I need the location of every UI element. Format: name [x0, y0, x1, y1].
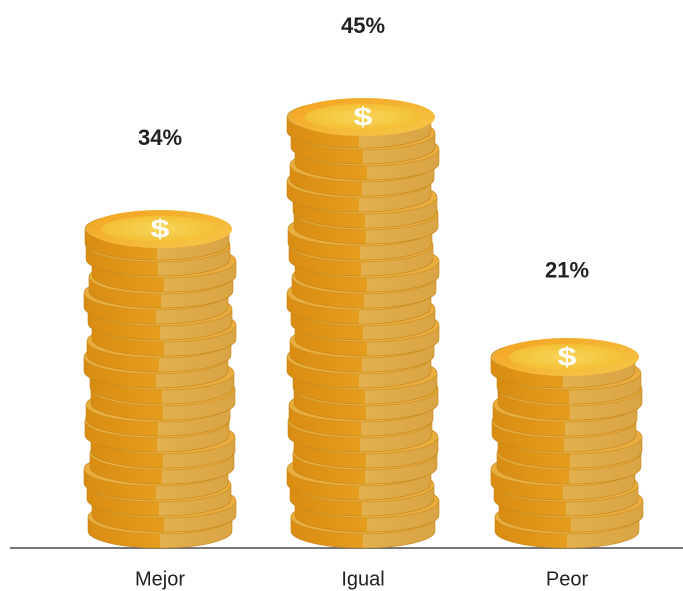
dollar-sign: $ — [151, 216, 170, 244]
coin-face-inner — [305, 104, 421, 130]
x-tick-label: Mejor — [135, 568, 185, 590]
x-tick-label: Igual — [341, 568, 384, 590]
coin-stack: $ — [490, 338, 644, 549]
coin-face-inner — [509, 344, 625, 370]
coin-stack: $ — [286, 98, 440, 549]
value-label: 34% — [138, 125, 182, 150]
dollar-sign: $ — [354, 104, 373, 132]
coin-stack: $ — [83, 210, 237, 549]
value-label: 21% — [545, 258, 589, 283]
coin-face-inner — [102, 216, 218, 242]
value-label: 45% — [341, 13, 385, 38]
x-tick-label: Peor — [546, 568, 589, 590]
dollar-sign: $ — [558, 344, 577, 372]
